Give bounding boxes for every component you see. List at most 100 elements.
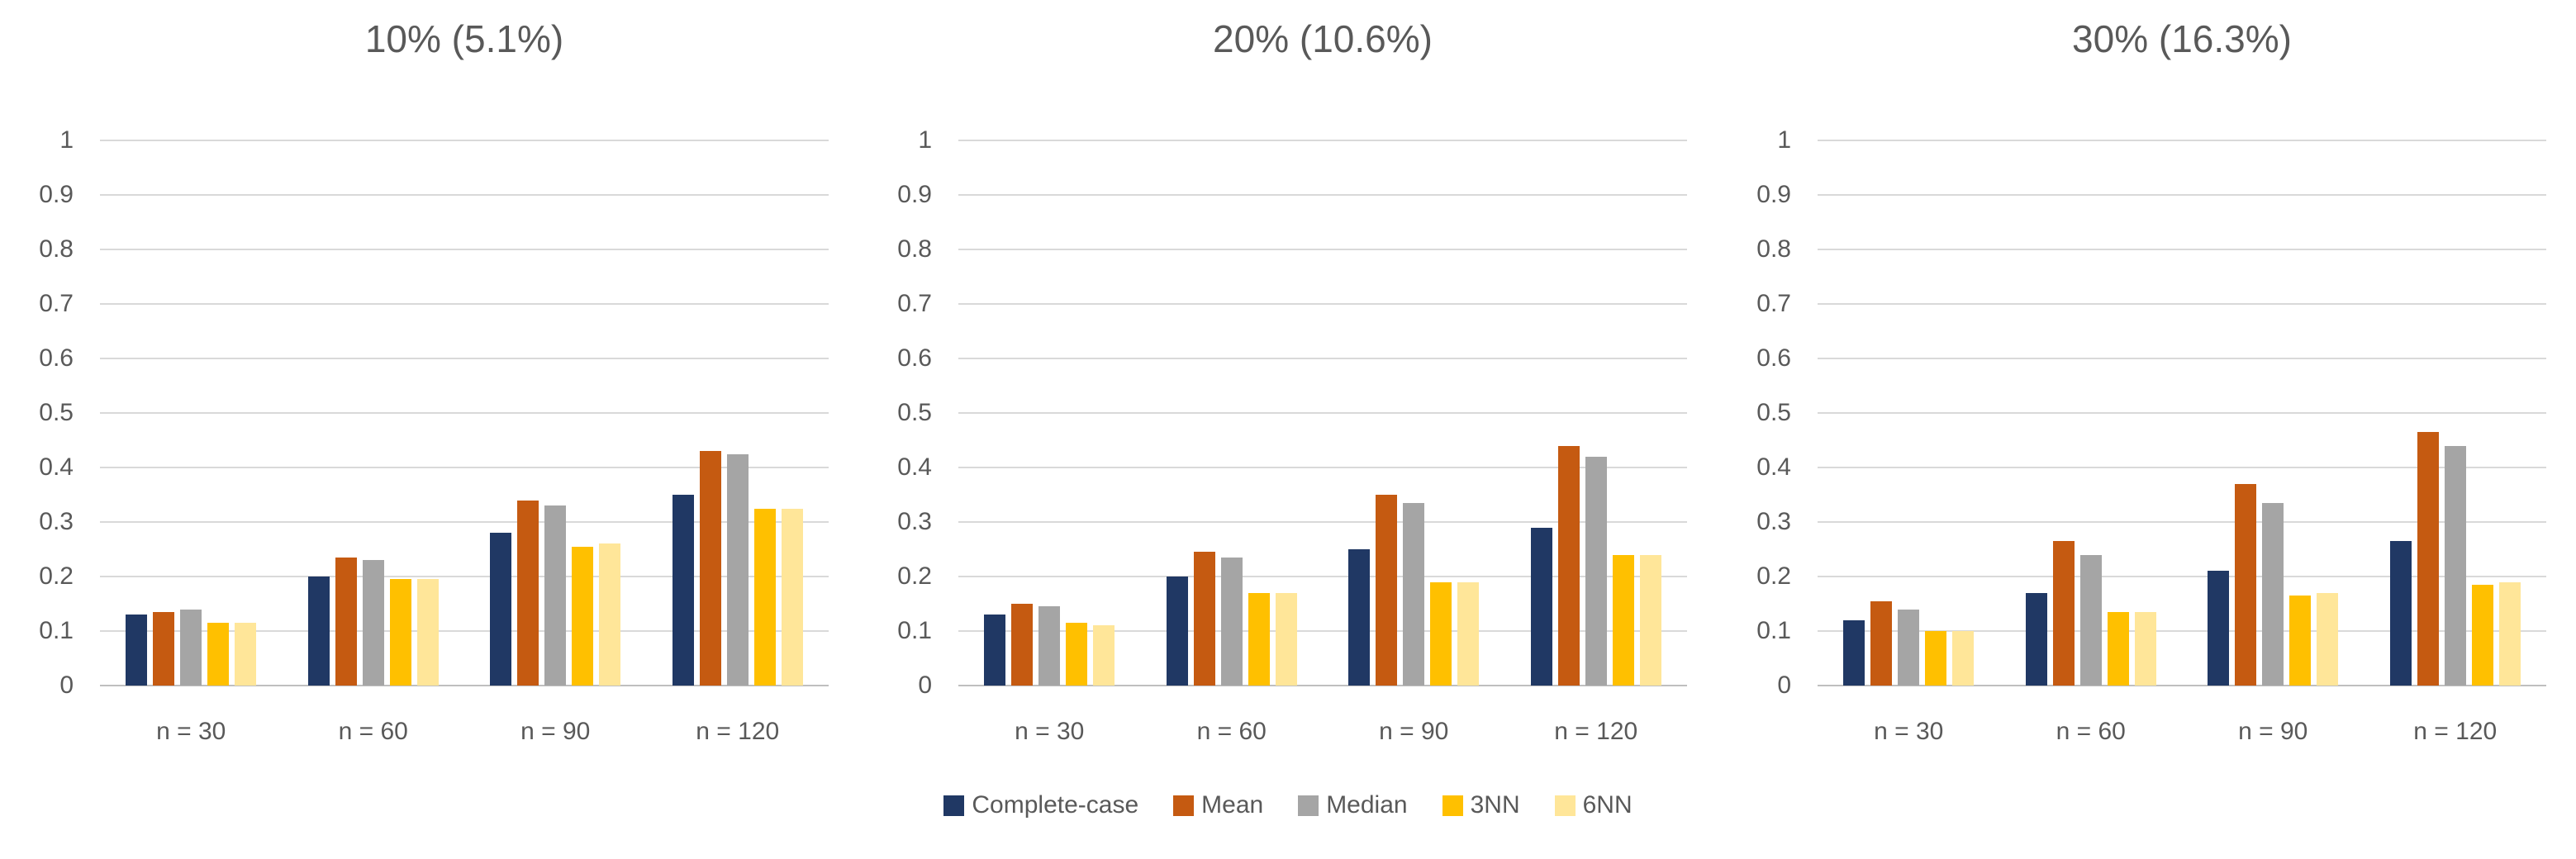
- bar-3nn: [389, 579, 411, 686]
- bar-6nn: [1275, 592, 1297, 686]
- legend-label: Mean: [1201, 791, 1264, 819]
- y-tick-label: 0.5: [897, 399, 932, 426]
- gridline: [100, 467, 829, 468]
- legend: Complete-case Mean Median 3NN 6NN: [0, 791, 2576, 819]
- gridline: [958, 467, 1687, 468]
- legend-item: Mean: [1173, 791, 1263, 819]
- x-tick-label: n = 30: [1874, 718, 1944, 745]
- bar-3nn: [207, 623, 230, 686]
- legend-label: 3NN: [1470, 791, 1520, 819]
- gridline: [1818, 467, 2546, 468]
- y-tick-label: 0.2: [39, 562, 74, 590]
- bar-mean: [1870, 600, 1893, 686]
- y-tick-label: 0.5: [1756, 399, 1791, 426]
- y-tick-label: 0: [918, 672, 932, 699]
- plot-area: 1 0.9 0.8 0.7 0.6 0.5 0.4 0.3 0.2 0.1 0 n = 30 n = 6…: [39, 126, 829, 745]
- legend-swatch: [1554, 795, 1576, 816]
- bar-complete-case: [2025, 592, 2047, 686]
- y-tick-label: 0.6: [897, 344, 932, 372]
- y-tick-label: 0.1: [39, 617, 74, 644]
- gridline: [958, 249, 1687, 250]
- y-tick-label: 0.4: [39, 453, 74, 481]
- y-tick-label: 0.3: [897, 508, 932, 535]
- bar-group: [958, 140, 1141, 686]
- x-tick-label: n = 60: [1196, 718, 1267, 745]
- legend-swatch: [1298, 795, 1319, 816]
- x-tick-label: n = 90: [1379, 718, 1449, 745]
- y-tick-label: 1: [918, 126, 932, 154]
- bar-median: [1220, 557, 1243, 686]
- y-tick-label: 0.8: [1756, 235, 1791, 263]
- y-tick-label: 0.9: [1756, 181, 1791, 208]
- bar-mean: [335, 557, 357, 686]
- bar-3nn: [1925, 631, 1947, 686]
- y-tick-label: 0: [59, 672, 74, 699]
- bar-3nn: [1430, 581, 1452, 686]
- bar-group: [1141, 140, 1324, 686]
- bar-6nn: [1093, 625, 1115, 686]
- bar-mean: [517, 500, 539, 686]
- chart-title: 30% (16.3%): [2072, 17, 2292, 60]
- plot-area: 1 0.9 0.8 0.7 0.6 0.5 0.4 0.3 0.2 0.1 0 n = 30 n = 6…: [897, 126, 1688, 745]
- bar-6nn: [235, 623, 257, 686]
- bar-group: [647, 140, 829, 686]
- bar-mean: [153, 611, 175, 686]
- bar-median: [726, 453, 749, 686]
- y-tick-label: 0.9: [39, 181, 74, 208]
- y-tick-label: 0.3: [39, 508, 74, 535]
- legend-item: 6NN: [1554, 791, 1633, 819]
- bar-median: [362, 560, 384, 686]
- y-tick-label: 0.7: [1756, 290, 1791, 317]
- bar-mean: [2052, 541, 2075, 686]
- bar-median: [180, 609, 202, 686]
- bar-group: [2182, 140, 2365, 686]
- gridline: [100, 194, 829, 196]
- gridline: [100, 521, 829, 523]
- y-tick-label: 0.1: [897, 617, 932, 644]
- bar-3nn: [572, 546, 594, 686]
- bar-group: [2000, 140, 2183, 686]
- legend-swatch: [943, 795, 965, 816]
- legend-item: Median: [1298, 791, 1408, 819]
- bar-complete-case: [307, 577, 330, 686]
- y-tick-label: 0.2: [897, 562, 932, 590]
- gridline: [958, 358, 1687, 359]
- bar-3nn: [1066, 623, 1088, 686]
- gridline: [100, 576, 829, 577]
- legend-item: Complete-case: [943, 791, 1138, 819]
- x-tick-label: n = 90: [2238, 718, 2308, 745]
- x-tick-label: n = 120: [2413, 718, 2498, 745]
- bar-median: [1898, 609, 1920, 686]
- y-tick-label: 0.2: [1756, 562, 1791, 590]
- bar-6nn: [1457, 581, 1480, 686]
- y-tick-label: 0.6: [39, 344, 74, 372]
- chart-panel-2: 20% (10.6%) 1 0.9 0.8 0.7 0.6 0.5 0.4 0.3 0.2 0.1…: [858, 0, 1717, 859]
- bar-group: [1505, 140, 1688, 686]
- bar-complete-case: [2208, 571, 2230, 686]
- gridline: [1818, 358, 2546, 359]
- legend-swatch: [1442, 795, 1463, 816]
- gridline: [100, 685, 829, 686]
- y-tick-label: 0.8: [39, 235, 74, 263]
- gridline: [100, 412, 829, 414]
- bar-6nn: [2498, 581, 2521, 686]
- gridline: [1818, 630, 2546, 632]
- x-tick-label: n = 60: [2056, 718, 2126, 745]
- bar-mean: [1193, 552, 1215, 686]
- bar-3nn: [2471, 584, 2493, 686]
- x-tick-label: n = 60: [338, 718, 408, 745]
- bar-complete-case: [1166, 577, 1188, 686]
- gridline: [100, 303, 829, 305]
- bar-group: [283, 140, 465, 686]
- legend-item: 3NN: [1442, 791, 1520, 819]
- y-tick-label: 0: [1777, 672, 1791, 699]
- y-tick-label: 0.4: [1756, 453, 1791, 481]
- gridline: [100, 140, 829, 141]
- legend-label: Complete-case: [972, 791, 1139, 819]
- bar-median: [544, 505, 567, 686]
- bar-complete-case: [672, 495, 694, 686]
- bar-3nn: [2289, 596, 2312, 686]
- gridline: [1818, 140, 2546, 141]
- gridline: [1818, 685, 2546, 686]
